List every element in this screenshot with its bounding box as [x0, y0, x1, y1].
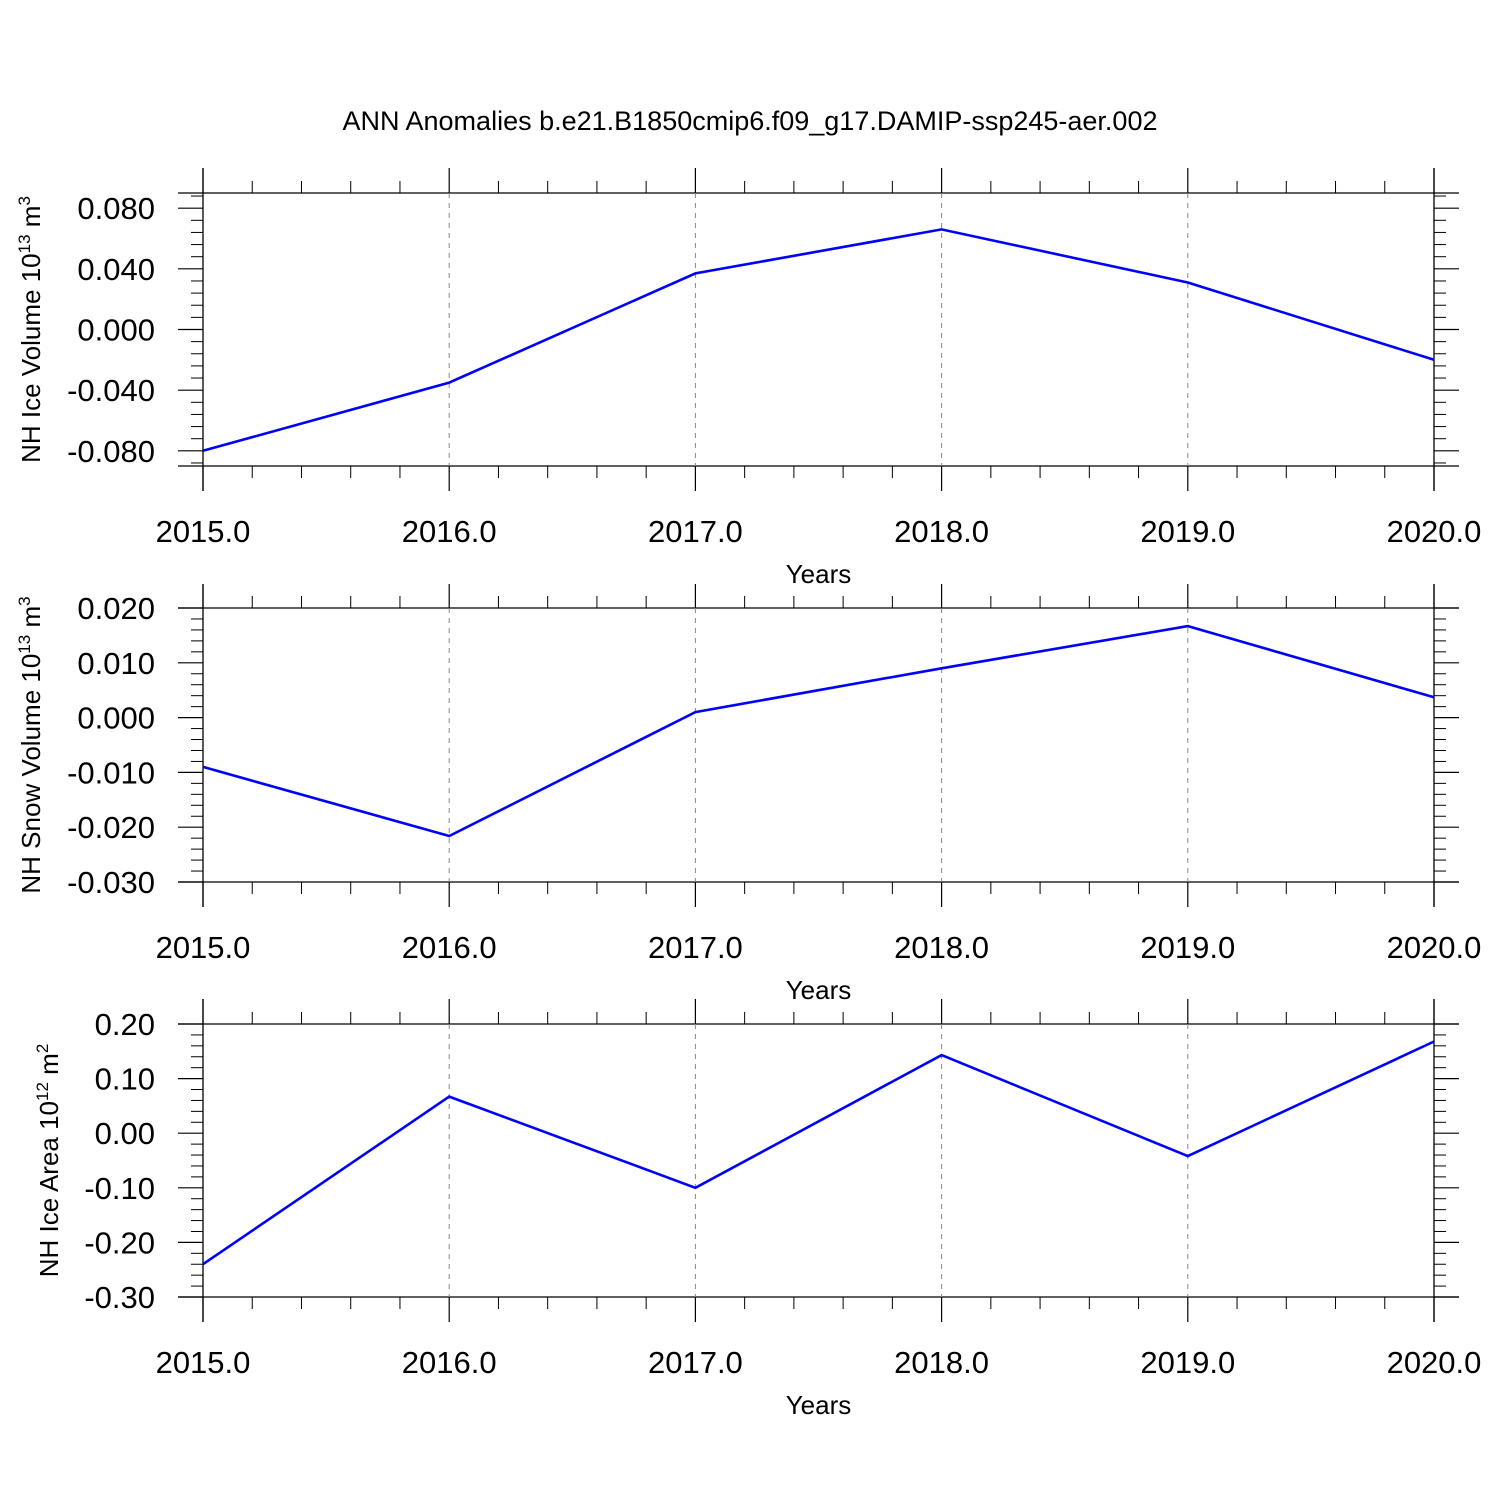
y-tick-label: 0.010	[77, 646, 155, 681]
x-tick-label: 2018.0	[894, 930, 989, 965]
y-tick-label: -0.10	[84, 1171, 155, 1206]
y-tick-label: -0.080	[67, 434, 155, 469]
y-axis-label: NH Ice Area 1012 m2	[33, 1044, 64, 1278]
series-line	[202, 228, 1435, 453]
y-tick-label: 0.020	[77, 591, 155, 626]
x-tick-label: 2017.0	[648, 930, 743, 965]
y-tick-label: -0.030	[67, 865, 155, 900]
x-tick-label: 2020.0	[1387, 514, 1482, 549]
y-tick-label: -0.20	[84, 1225, 155, 1260]
series-line	[202, 624, 1435, 838]
y-tick-label: -0.30	[84, 1280, 155, 1315]
y-tick-label: -0.040	[67, 373, 155, 408]
y-tick-label: 0.000	[77, 701, 155, 736]
x-tick-label: 2017.0	[648, 1345, 743, 1380]
panel-1: 2015.0 2016.0 2017.0 2018.0 2019.0 2020.0 -0.0…	[15, 168, 1481, 589]
x-tick-label: 2019.0	[1140, 514, 1235, 549]
series-line	[202, 1040, 1435, 1266]
x-axis-label: Years	[786, 975, 852, 1005]
panels: 2015.0 2016.0 2017.0 2018.0 2019.0 2020.0 -0.0…	[15, 168, 1481, 1420]
x-tick-label: 2016.0	[402, 1345, 497, 1380]
x-tick-label: 2015.0	[156, 514, 251, 549]
y-tick-label: 0.10	[95, 1062, 155, 1097]
x-tick-label: 2015.0	[156, 1345, 251, 1380]
panel-2: 2015.0 2016.0 2017.0 2018.0 2019.0 2020.0 -0.0…	[15, 584, 1481, 1005]
x-tick-label: 2015.0	[156, 930, 251, 965]
y-axis-label: NH Ice Volume 1013 m3	[15, 196, 46, 463]
y-tick-label: 0.080	[77, 191, 155, 226]
y-tick-label: 0.00	[95, 1116, 155, 1151]
y-tick-label: -0.010	[67, 755, 155, 790]
x-tick-label: 2017.0	[648, 514, 743, 549]
y-axis-label: NH Snow Volume 1013 m3	[15, 596, 46, 893]
x-tick-label: 2018.0	[894, 1345, 989, 1380]
x-tick-label: 2019.0	[1140, 1345, 1235, 1380]
y-tick-label: 0.20	[95, 1007, 155, 1042]
x-axis-label: Years	[786, 559, 852, 589]
y-tick-label: -0.020	[67, 810, 155, 845]
y-tick-label: 0.040	[77, 252, 155, 287]
x-tick-label: 2016.0	[402, 930, 497, 965]
panel-3: 2015.0 2016.0 2017.0 2018.0 2019.0 2020.0 -0.3…	[33, 999, 1481, 1420]
y-tick-label: 0.000	[77, 313, 155, 348]
x-axis-label: Years	[786, 1390, 852, 1420]
x-tick-label: 2016.0	[402, 514, 497, 549]
figure-title: ANN Anomalies b.e21.B1850cmip6.f09_g17.D…	[343, 106, 1158, 136]
x-tick-label: 2020.0	[1387, 930, 1482, 965]
x-tick-label: 2019.0	[1140, 930, 1235, 965]
x-tick-label: 2020.0	[1387, 1345, 1482, 1380]
x-tick-label: 2018.0	[894, 514, 989, 549]
